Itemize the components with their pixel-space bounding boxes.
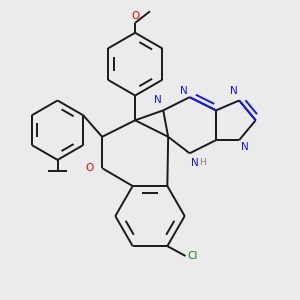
Text: Cl: Cl xyxy=(187,251,197,261)
Text: N: N xyxy=(180,85,188,95)
Text: N: N xyxy=(154,95,162,105)
Text: O: O xyxy=(85,163,94,173)
Text: N: N xyxy=(241,142,249,152)
Text: N: N xyxy=(230,85,238,95)
Text: O: O xyxy=(131,11,139,21)
Text: H: H xyxy=(200,158,206,167)
Text: N: N xyxy=(191,158,199,168)
